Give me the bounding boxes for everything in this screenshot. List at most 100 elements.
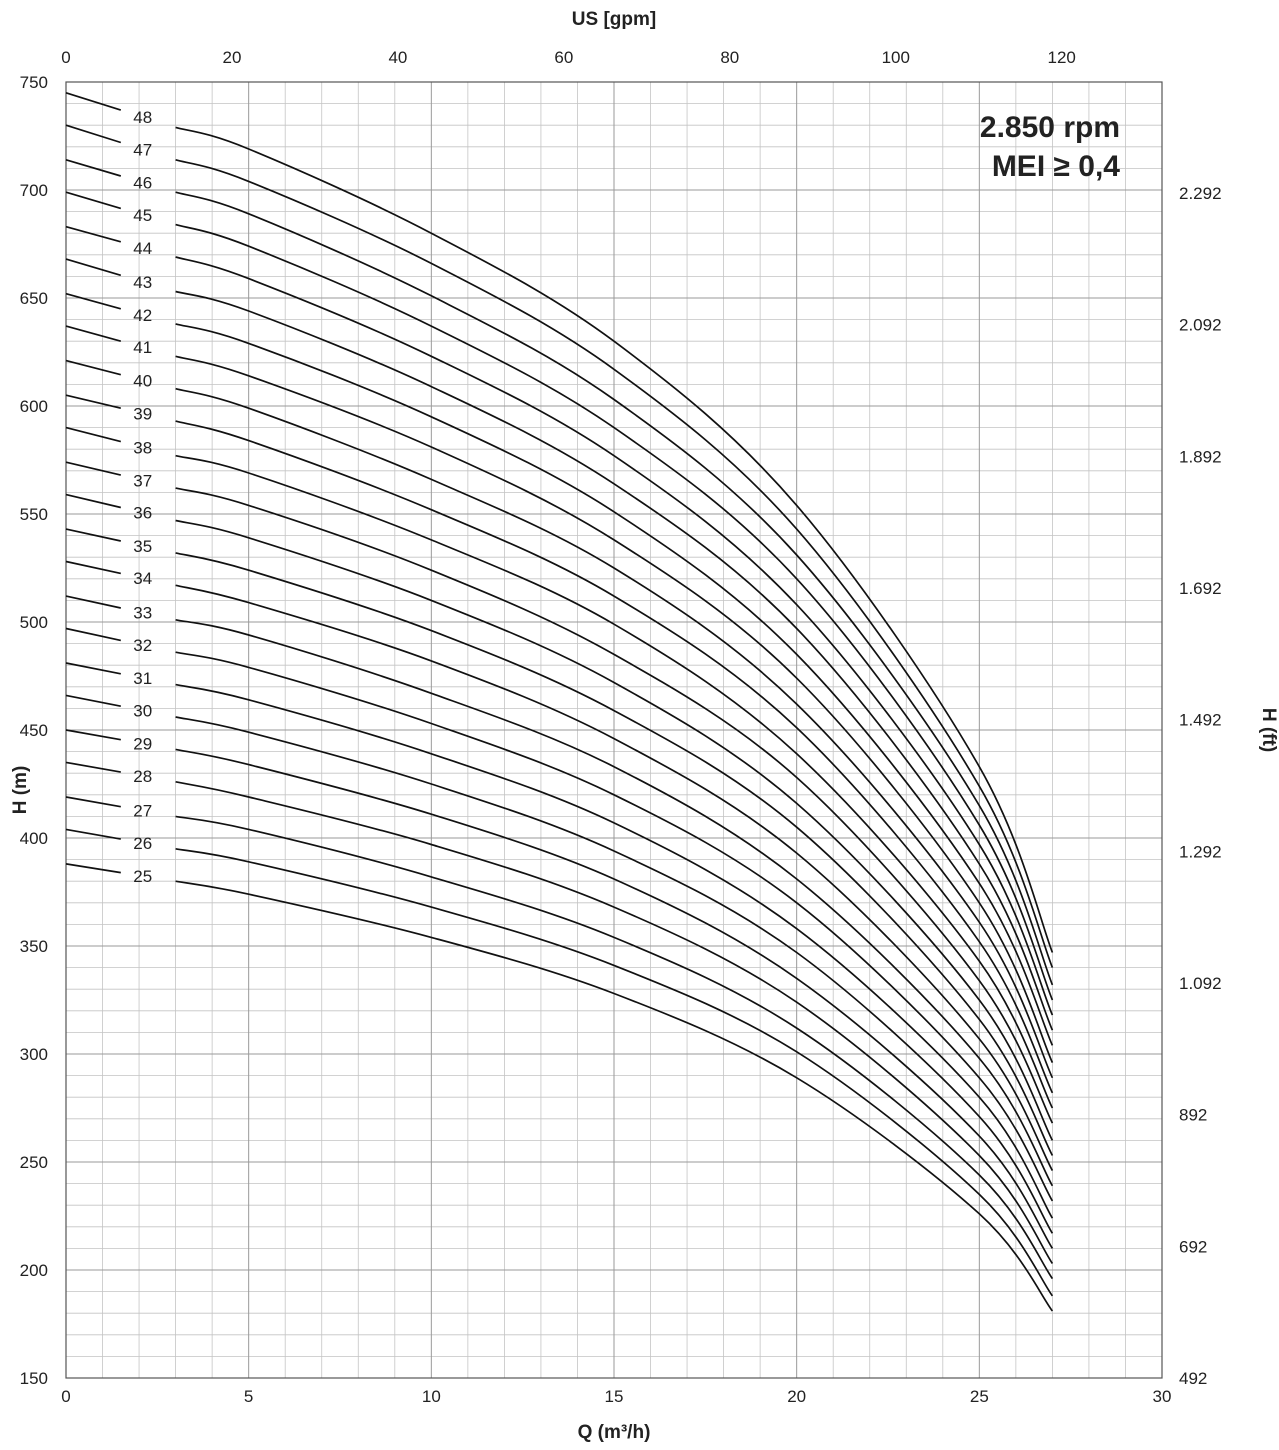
curve-40	[175, 387, 1054, 1079]
y-tick-labels: 150 200 250 300 350 400 450 500 550 600 650 700 750	[20, 73, 48, 1388]
x-tick-label: 5	[244, 1387, 253, 1406]
curve-label-36: 36	[133, 504, 152, 523]
curve-41	[175, 355, 1054, 1063]
curve-46	[175, 191, 1054, 986]
curve-stub	[65, 560, 121, 575]
curve-label-43: 43	[133, 273, 152, 292]
speed-annotation: 2.850 rpm	[980, 111, 1120, 144]
y-tick-label: 450	[20, 721, 48, 740]
curve-stub	[65, 493, 121, 509]
curve-label-37: 37	[133, 471, 152, 490]
curve-label-30: 30	[133, 702, 152, 721]
x2-tick-labels: 0 20 40 60 80 100 120	[61, 48, 1076, 67]
y2-tick-label: 1.692	[1179, 579, 1222, 598]
x2-tick-label: 60	[554, 48, 573, 67]
curve-label-28: 28	[133, 767, 152, 786]
curve-stub	[65, 461, 121, 476]
curve-label-29: 29	[133, 735, 152, 754]
x-tick-label: 30	[1153, 1387, 1172, 1406]
y-tick-label: 500	[20, 613, 48, 632]
y-tick-label: 200	[20, 1261, 48, 1280]
curve-label-39: 39	[133, 404, 152, 423]
y-tick-label: 150	[20, 1369, 48, 1388]
curve-35	[175, 552, 1054, 1156]
curve-label-40: 40	[133, 371, 152, 390]
curve-label-31: 31	[133, 669, 152, 688]
curve-stub	[65, 528, 121, 542]
curve-38	[175, 454, 1054, 1109]
major-grid	[66, 82, 1162, 1378]
curve-stub	[65, 863, 121, 874]
y2-tick-label: 1.492	[1179, 711, 1222, 730]
curve-27	[175, 815, 1054, 1280]
curve-29	[175, 748, 1054, 1249]
curve-stub	[65, 191, 122, 210]
y2-tick-labels: 492 692 892 1.092 1.292 1.492 1.692 1.892 2.092 2…	[1179, 184, 1222, 1388]
y-axis-title: H (m)	[10, 766, 31, 815]
curve-label-32: 32	[133, 636, 152, 655]
curve-39	[175, 420, 1054, 1094]
curve-stub	[65, 662, 121, 675]
y-tick-label: 400	[20, 829, 48, 848]
curve-stub	[65, 426, 122, 443]
x-tick-labels: 0 5 10 15 20 25 30	[61, 1387, 1171, 1406]
curve-label-47: 47	[133, 140, 152, 159]
curve-45	[175, 223, 1054, 1001]
curve-stub	[65, 359, 122, 376]
curve-label-44: 44	[133, 239, 152, 258]
y-tick-label: 700	[20, 181, 48, 200]
curve-stub	[65, 258, 122, 277]
curve-label-46: 46	[133, 173, 152, 192]
curve-stub	[65, 729, 121, 741]
curve-32	[175, 651, 1054, 1202]
x2-tick-label: 80	[720, 48, 739, 67]
curve-label-48: 48	[133, 108, 152, 127]
x-tick-label: 20	[787, 1387, 806, 1406]
curve-stub	[65, 325, 122, 343]
curve-42	[175, 323, 1054, 1046]
curve-44	[175, 256, 1054, 1016]
y2-tick-label: 1.292	[1179, 842, 1222, 861]
x-tick-label: 25	[970, 1387, 989, 1406]
x2-tick-label: 20	[222, 48, 241, 67]
y-tick-label: 550	[20, 505, 48, 524]
curve-48	[175, 126, 1054, 953]
y2-tick-label: 1.092	[1179, 974, 1222, 993]
curve-stub	[65, 627, 121, 642]
curve-26	[175, 847, 1054, 1297]
curve-stub	[65, 158, 122, 177]
curve-stub	[65, 694, 121, 708]
curve-stub	[65, 394, 121, 410]
x2-tick-label: 0	[61, 48, 70, 67]
curve-stub	[65, 595, 121, 609]
y2-tick-label: 2.092	[1179, 316, 1222, 335]
x-tick-label: 15	[605, 1387, 624, 1406]
y-tick-label: 650	[20, 289, 48, 308]
y2-tick-label: 892	[1179, 1106, 1207, 1125]
curve-stub	[65, 225, 122, 243]
curve-label-35: 35	[133, 537, 152, 556]
curve-label-38: 38	[133, 438, 152, 457]
curve-stub	[65, 124, 122, 144]
mei-annotation: MEI ≥ 0,4	[992, 150, 1120, 183]
x2-axis-title: US [gpm]	[572, 9, 656, 30]
curve-36	[175, 519, 1054, 1141]
curve-label-26: 26	[133, 834, 152, 853]
curve-label-33: 33	[133, 604, 152, 623]
curve-label-45: 45	[133, 206, 152, 225]
x2-tick-label: 100	[882, 48, 910, 67]
curve-31	[175, 683, 1054, 1219]
y2-tick-label: 692	[1179, 1237, 1207, 1256]
y2-tick-label: 2.292	[1179, 184, 1222, 203]
curve-34	[175, 584, 1054, 1172]
curve-label-27: 27	[133, 802, 152, 821]
curves-group	[65, 91, 1054, 1312]
y2-tick-label: 492	[1179, 1369, 1207, 1388]
x2-tick-label: 120	[1048, 48, 1076, 67]
y-tick-label: 300	[20, 1045, 48, 1064]
curve-25	[175, 880, 1054, 1312]
curve-label-41: 41	[133, 338, 152, 357]
curve-30	[175, 716, 1054, 1234]
curve-47	[175, 158, 1054, 968]
